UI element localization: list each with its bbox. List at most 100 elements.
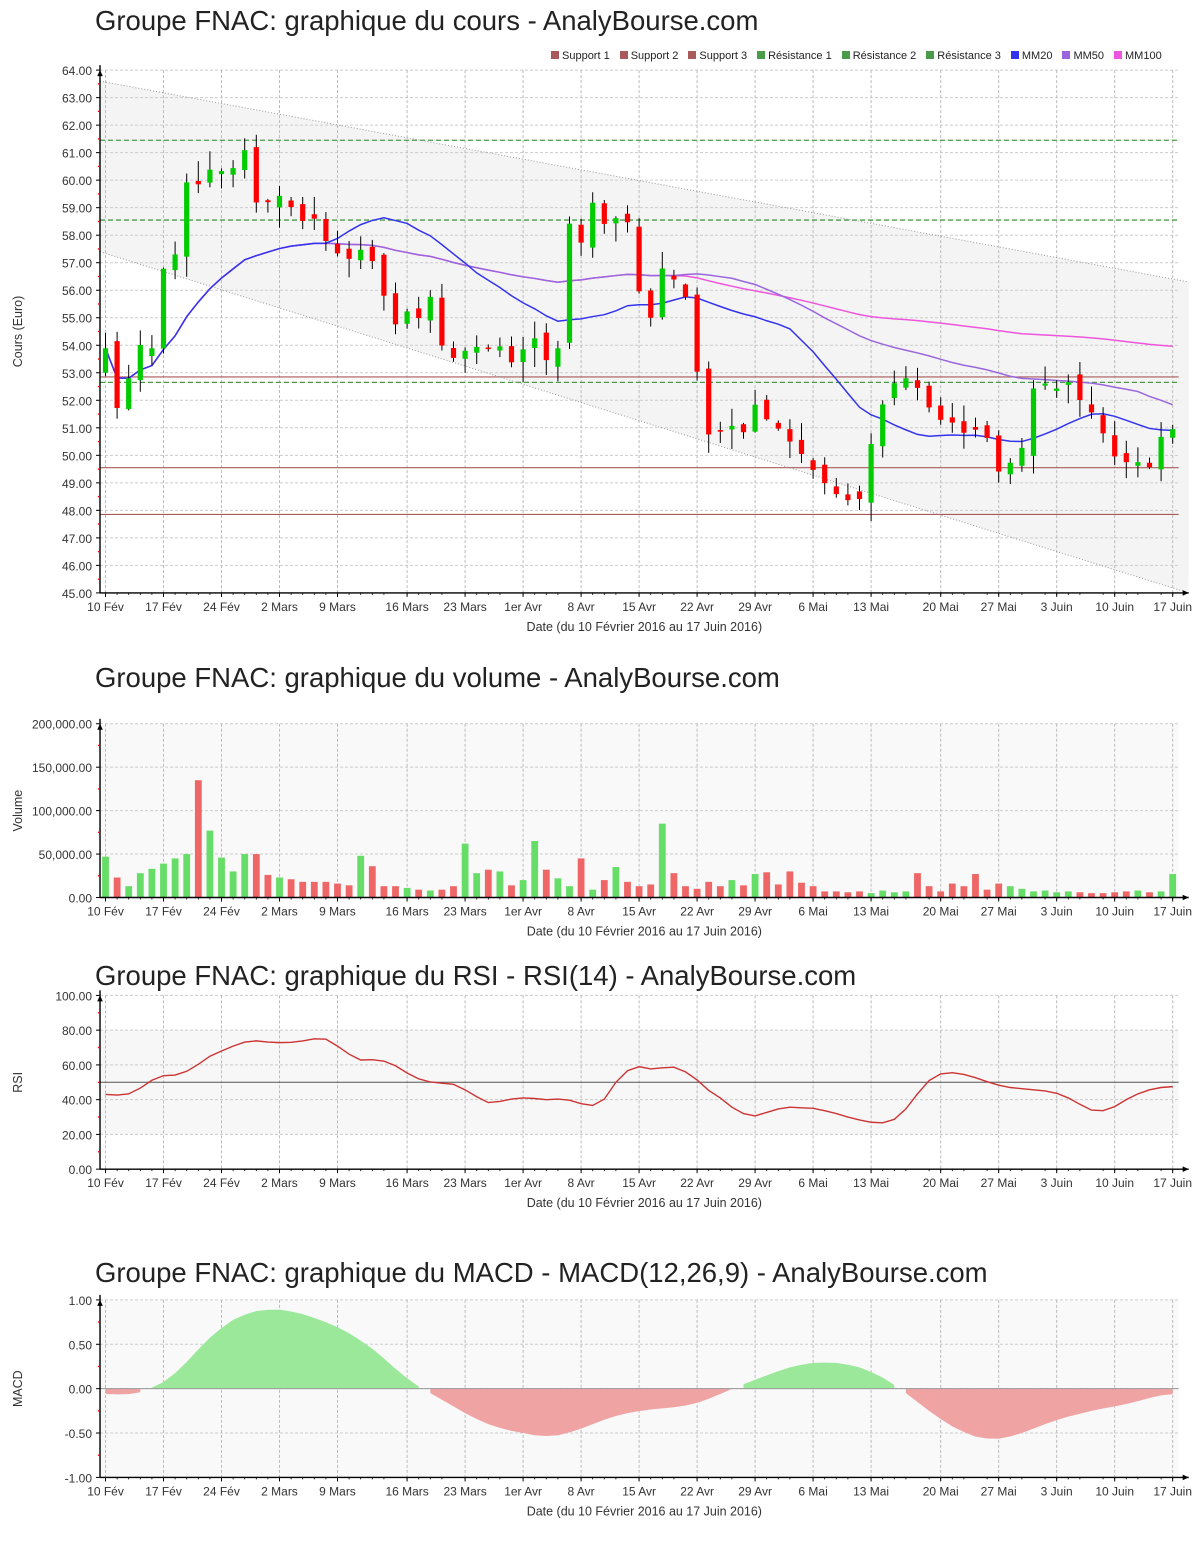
svg-text:24 Fév: 24 Fév (203, 1485, 240, 1499)
svg-text:Cours (Euro): Cours (Euro) (11, 296, 25, 368)
svg-text:RSI: RSI (11, 1072, 25, 1093)
svg-text:17 Juin: 17 Juin (1153, 600, 1192, 614)
svg-text:17 Fév: 17 Fév (145, 600, 182, 614)
svg-text:17 Fév: 17 Fév (145, 904, 182, 918)
svg-text:50.00: 50.00 (62, 449, 92, 463)
svg-text:17 Juin: 17 Juin (1153, 1485, 1192, 1499)
svg-text:3 Juin: 3 Juin (1041, 1176, 1073, 1190)
svg-text:23 Mars: 23 Mars (443, 1485, 486, 1499)
svg-text:46.00: 46.00 (62, 559, 92, 573)
svg-text:20 Mai: 20 Mai (923, 1176, 959, 1190)
svg-text:22 Avr: 22 Avr (680, 904, 714, 918)
svg-text:51.00: 51.00 (62, 422, 92, 436)
svg-text:53.00: 53.00 (62, 367, 92, 381)
svg-text:15 Avr: 15 Avr (622, 600, 656, 614)
svg-text:48.00: 48.00 (62, 504, 92, 518)
svg-text:20.00: 20.00 (62, 1128, 92, 1142)
svg-text:3 Juin: 3 Juin (1041, 600, 1073, 614)
svg-text:50,000.00: 50,000.00 (39, 848, 93, 862)
svg-text:150,000.00: 150,000.00 (32, 761, 92, 775)
svg-text:45.00: 45.00 (62, 587, 92, 601)
svg-text:64.00: 64.00 (62, 64, 92, 78)
svg-text:17 Fév: 17 Fév (145, 1485, 182, 1499)
svg-text:59.00: 59.00 (62, 202, 92, 216)
svg-text:Volume: Volume (11, 790, 25, 832)
svg-text:56.00: 56.00 (62, 284, 92, 298)
svg-text:27 Mai: 27 Mai (981, 600, 1017, 614)
svg-text:15 Avr: 15 Avr (622, 1176, 656, 1190)
svg-text:23 Mars: 23 Mars (443, 1176, 486, 1190)
svg-text:60.00: 60.00 (62, 174, 92, 188)
svg-text:62.00: 62.00 (62, 119, 92, 133)
svg-text:29 Avr: 29 Avr (738, 1485, 772, 1499)
svg-text:10 Juin: 10 Juin (1095, 904, 1134, 918)
svg-text:16 Mars: 16 Mars (385, 1176, 428, 1190)
svg-text:10 Juin: 10 Juin (1095, 600, 1134, 614)
svg-text:Date (du 10 Février 2016 au 17: Date (du 10 Février 2016 au 17 Juin 2016… (527, 620, 763, 634)
svg-text:Date (du 10 Février 2016 au 17: Date (du 10 Février 2016 au 17 Juin 2016… (527, 1196, 762, 1210)
svg-text:60.00: 60.00 (62, 1059, 92, 1073)
svg-text:63.00: 63.00 (62, 92, 92, 106)
svg-text:9 Mars: 9 Mars (319, 1485, 356, 1499)
svg-text:1er Avr: 1er Avr (504, 1176, 542, 1190)
svg-text:22 Avr: 22 Avr (680, 1176, 714, 1190)
svg-text:47.00: 47.00 (62, 532, 92, 546)
svg-text:20 Mai: 20 Mai (923, 1485, 959, 1499)
svg-text:-0.50: -0.50 (65, 1427, 93, 1441)
svg-text:22 Avr: 22 Avr (680, 1485, 714, 1499)
svg-text:27 Mai: 27 Mai (981, 1176, 1017, 1190)
svg-text:100.00: 100.00 (55, 989, 92, 1003)
svg-text:MACD: MACD (11, 1371, 25, 1408)
svg-text:17 Juin: 17 Juin (1153, 904, 1192, 918)
svg-text:1.00: 1.00 (69, 1294, 93, 1308)
svg-text:6 Mai: 6 Mai (798, 600, 827, 614)
svg-text:49.00: 49.00 (62, 477, 92, 491)
svg-text:Date (du 10 Février 2016 au 17: Date (du 10 Février 2016 au 17 Juin 2016… (527, 924, 762, 938)
svg-text:13 Mai: 13 Mai (853, 1485, 889, 1499)
svg-text:2 Mars: 2 Mars (261, 904, 298, 918)
svg-text:9 Mars: 9 Mars (319, 600, 356, 614)
svg-text:1er Avr: 1er Avr (504, 904, 542, 918)
svg-text:6 Mai: 6 Mai (798, 1485, 827, 1499)
svg-text:1er Avr: 1er Avr (504, 600, 542, 614)
svg-text:2 Mars: 2 Mars (261, 1176, 298, 1190)
svg-text:2 Mars: 2 Mars (261, 600, 298, 614)
svg-text:20 Mai: 20 Mai (923, 600, 959, 614)
svg-text:24 Fév: 24 Fév (203, 600, 240, 614)
svg-text:22 Avr: 22 Avr (680, 600, 714, 614)
svg-text:15 Avr: 15 Avr (622, 904, 656, 918)
svg-text:2 Mars: 2 Mars (261, 1485, 298, 1499)
svg-text:0.00: 0.00 (69, 1163, 93, 1177)
svg-text:17 Fév: 17 Fév (145, 1176, 182, 1190)
svg-text:27 Mai: 27 Mai (981, 1485, 1017, 1499)
svg-text:61.00: 61.00 (62, 147, 92, 161)
svg-text:9 Mars: 9 Mars (319, 904, 356, 918)
svg-text:10 Fév: 10 Fév (87, 904, 124, 918)
svg-text:17 Juin: 17 Juin (1153, 1176, 1192, 1190)
svg-text:54.00: 54.00 (62, 339, 92, 353)
svg-text:10 Juin: 10 Juin (1095, 1176, 1134, 1190)
svg-text:0.00: 0.00 (69, 1383, 93, 1397)
svg-text:6 Mai: 6 Mai (798, 1176, 827, 1190)
svg-text:10 Juin: 10 Juin (1095, 1485, 1134, 1499)
svg-text:10 Fév: 10 Fév (87, 1176, 124, 1190)
svg-text:3 Juin: 3 Juin (1041, 1485, 1073, 1499)
svg-text:13 Mai: 13 Mai (853, 904, 889, 918)
svg-text:58.00: 58.00 (62, 229, 92, 243)
svg-text:0.50: 0.50 (69, 1339, 93, 1353)
svg-text:8 Avr: 8 Avr (568, 600, 595, 614)
svg-text:16 Mars: 16 Mars (385, 600, 428, 614)
svg-text:13 Mai: 13 Mai (853, 1176, 889, 1190)
svg-text:10 Fév: 10 Fév (87, 1485, 124, 1499)
svg-text:20 Mai: 20 Mai (923, 904, 959, 918)
svg-text:29 Avr: 29 Avr (738, 1176, 772, 1190)
svg-text:8 Avr: 8 Avr (568, 1176, 595, 1190)
svg-text:Date (du 10 Février 2016 au 17: Date (du 10 Février 2016 au 17 Juin 2016… (527, 1505, 762, 1519)
svg-text:52.00: 52.00 (62, 394, 92, 408)
svg-text:1er Avr: 1er Avr (504, 1485, 542, 1499)
svg-text:29 Avr: 29 Avr (738, 600, 772, 614)
svg-text:-1.00: -1.00 (65, 1472, 93, 1486)
svg-text:16 Mars: 16 Mars (385, 904, 428, 918)
svg-text:23 Mars: 23 Mars (443, 600, 486, 614)
svg-text:8 Avr: 8 Avr (568, 904, 595, 918)
